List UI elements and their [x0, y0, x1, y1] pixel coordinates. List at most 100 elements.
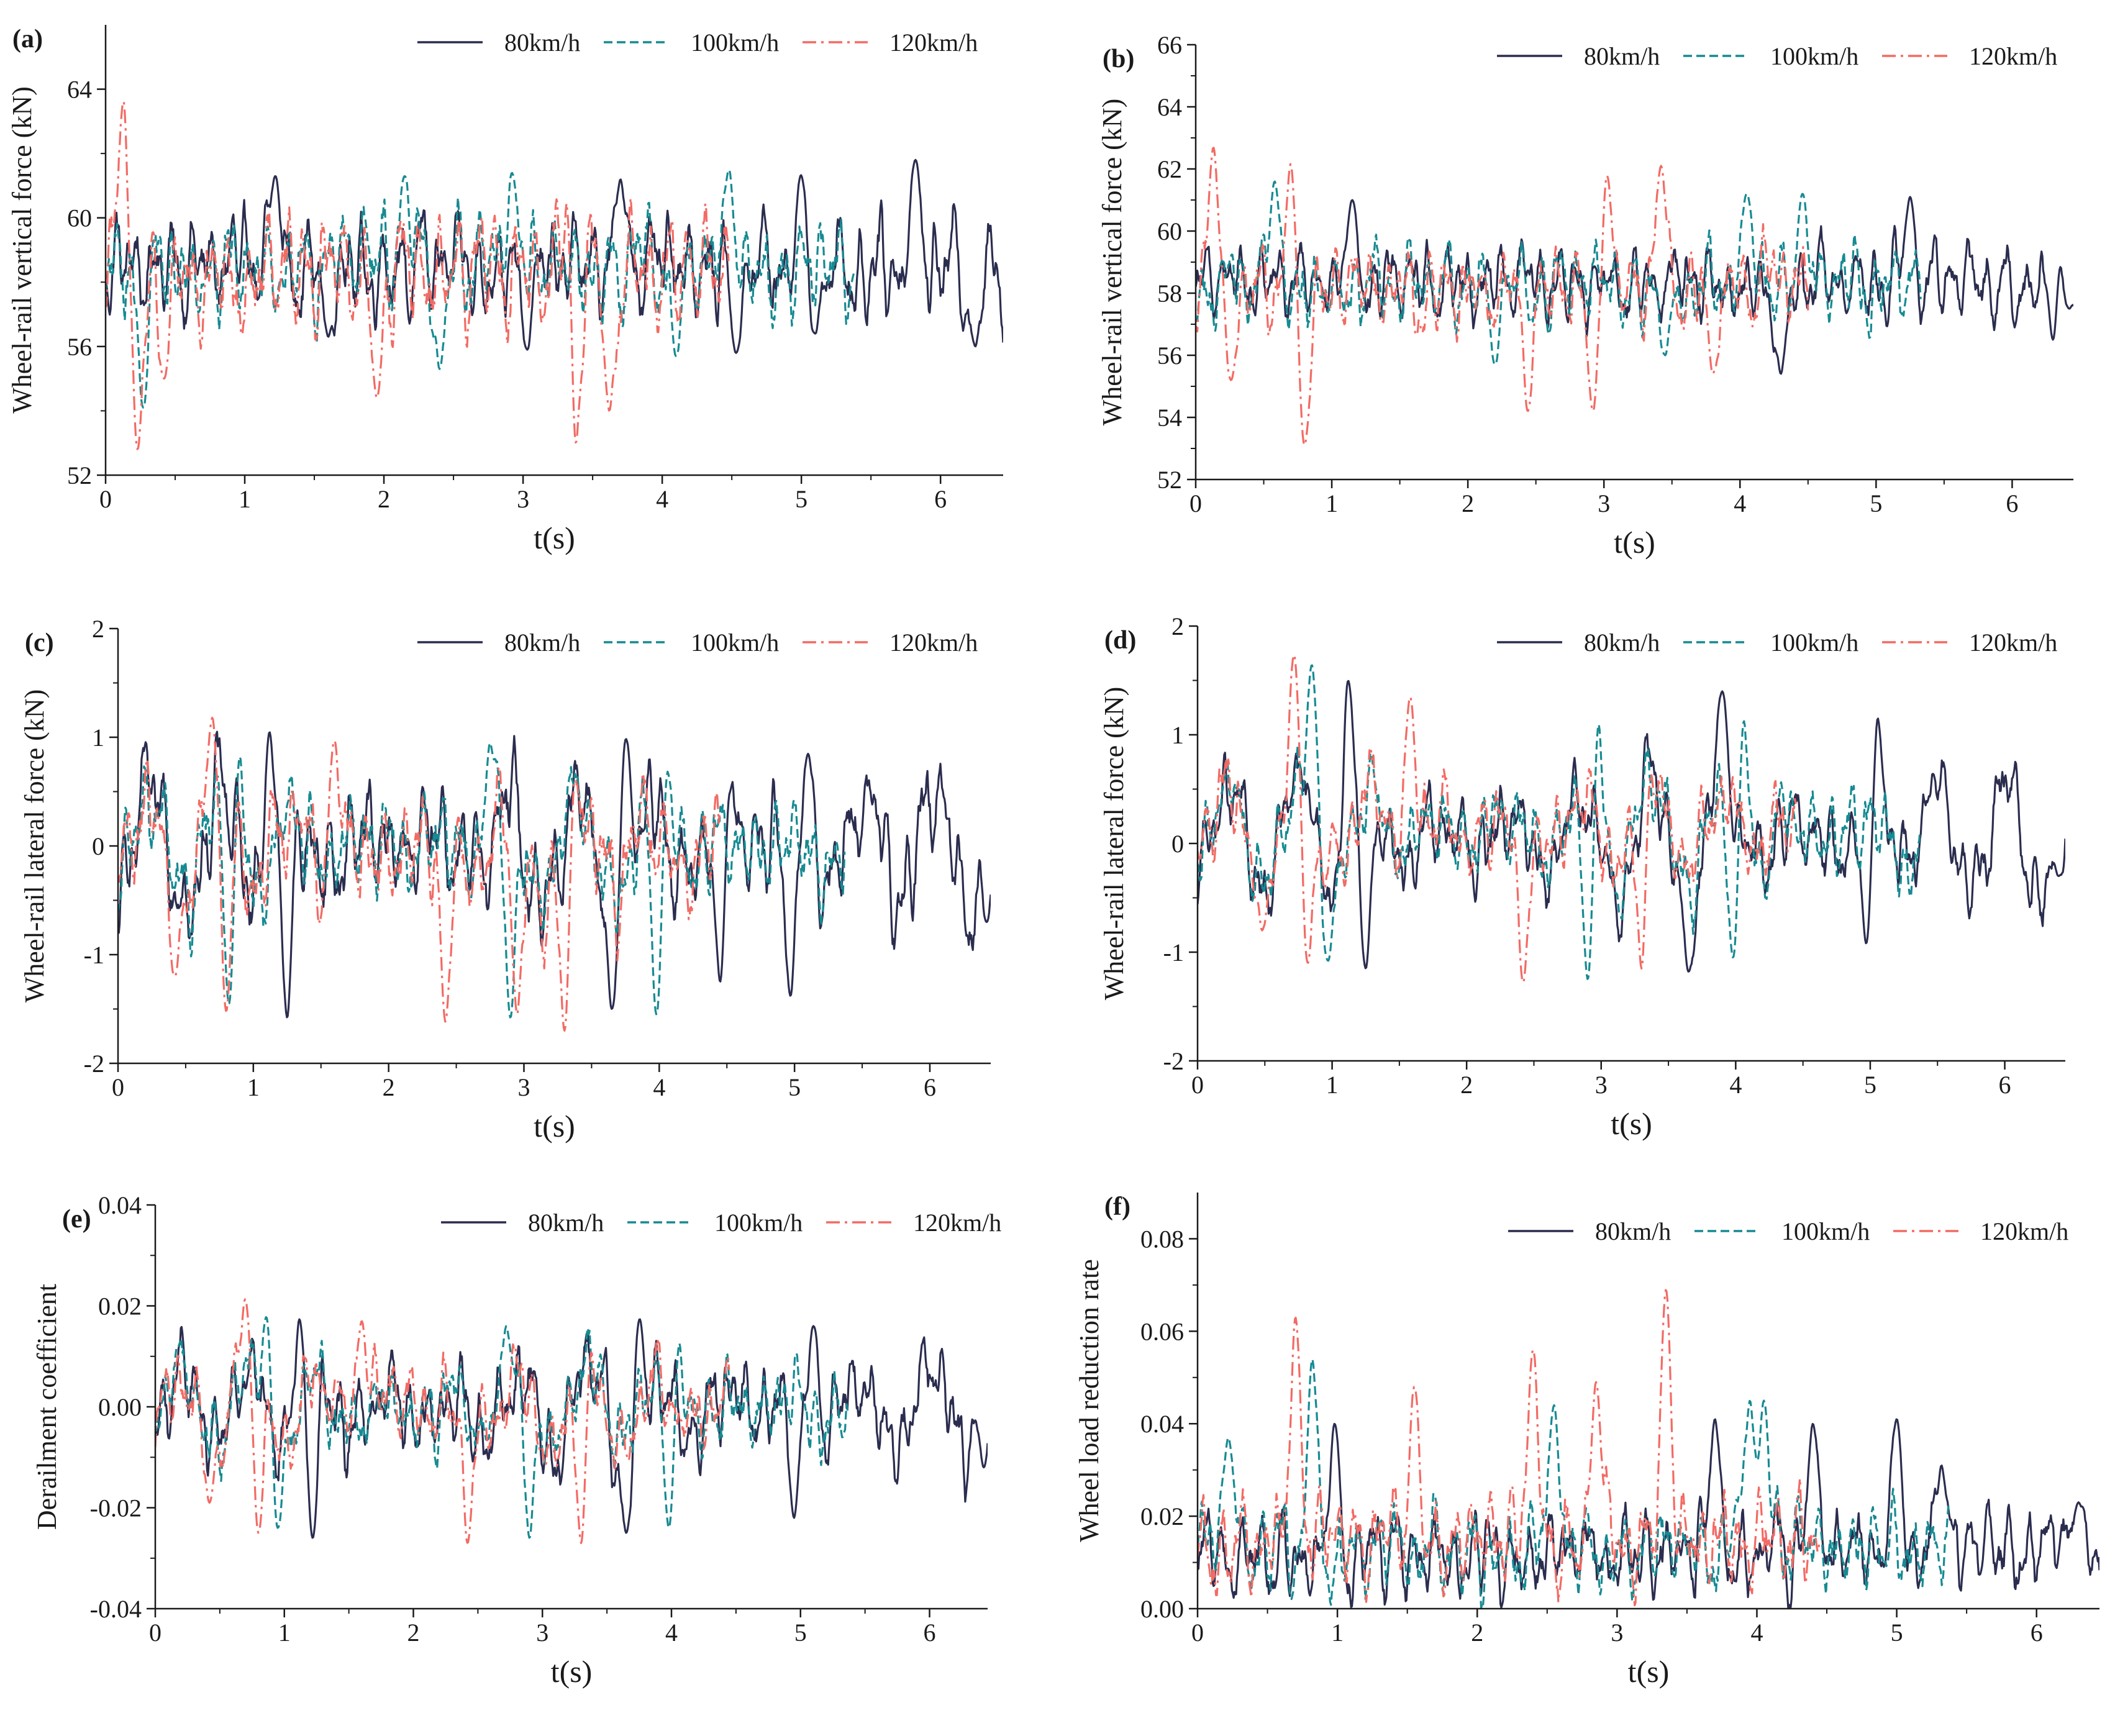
series-line-120km-h — [1198, 1289, 1821, 1607]
y-tick-label: 64 — [1157, 93, 1182, 121]
series-line-100km-h — [106, 168, 855, 409]
y-tick-label: 56 — [67, 333, 92, 361]
legend-label: 80km/h — [1595, 1217, 1671, 1245]
legend: 80km/h 100km/h 120km/h — [1497, 42, 2057, 70]
series-line-80km-h — [1196, 196, 2073, 375]
panel-e: 0 1 2 3 4 5 6 -0.04 -0.02 0.00 0.02 0.04(e) t(s) Dera… — [32, 1191, 1001, 1689]
panel-b: 0 1 2 3 4 5 65254565860626466(b)t(s)Wheel-rail… — [1097, 31, 2073, 560]
x-axis-label: t(s) — [1628, 1654, 1670, 1689]
x-tick-label: 4 — [653, 1073, 665, 1101]
panel-label: (d) — [1104, 626, 1136, 655]
x-tick-label: 3 — [536, 1619, 548, 1647]
legend: 80km/h 100km/h 120km/h — [417, 629, 978, 657]
x-tick-label: 6 — [934, 485, 947, 513]
series-line-80km-h — [1198, 679, 2065, 973]
x-axis-label: t(s) — [551, 1654, 593, 1689]
series-line-120km-h — [106, 100, 730, 450]
series-line-80km-h — [118, 730, 991, 1019]
legend-label: 120km/h — [889, 629, 978, 657]
panel-label: (a) — [12, 25, 43, 53]
x-tick-label: 2 — [407, 1619, 420, 1647]
legend-label: 100km/h — [714, 1209, 803, 1237]
x-tick-label: 4 — [656, 485, 668, 513]
series-line-80km-h — [155, 1318, 988, 1539]
y-tick-label: 0.04 — [98, 1191, 142, 1219]
legend-label: 80km/h — [1584, 629, 1660, 657]
y-tick-label: 2 — [1171, 612, 1184, 640]
panel-label: (e) — [62, 1205, 91, 1234]
y-tick-label: 64 — [67, 76, 92, 104]
legend-label: 100km/h — [1770, 629, 1858, 657]
panel-label: (c) — [25, 629, 54, 657]
x-tick-label: 3 — [517, 1073, 530, 1101]
panel-c: 0 1 2 3 4 5 6 -2 -1 0 1 2 (c) t(s) Wheel-rail lateral … — [19, 615, 991, 1143]
y-tick-label: -1 — [84, 941, 104, 969]
x-tick-label: 1 — [247, 1073, 260, 1101]
x-tick-label: 0 — [112, 1073, 124, 1101]
y-tick-label: 52 — [1157, 466, 1182, 494]
x-tick-label: 1 — [1331, 1619, 1344, 1647]
x-tick-label: 2 — [1462, 489, 1474, 517]
x-tick-label: 5 — [1870, 489, 1882, 517]
y-tick-label: 0.02 — [1140, 1502, 1184, 1530]
x-tick-label: 1 — [1326, 489, 1338, 517]
x-tick-label: 4 — [1729, 1071, 1742, 1099]
x-tick-label: 3 — [517, 485, 529, 513]
legend-label: 100km/h — [691, 29, 779, 57]
y-tick-label: 0 — [92, 832, 104, 860]
y-tick-label: 0.00 — [1140, 1595, 1184, 1623]
x-tick-label: 6 — [924, 1073, 936, 1101]
x-tick-label: 6 — [924, 1619, 936, 1647]
x-tick-label: 0 — [1189, 489, 1202, 517]
y-tick-label: -0.04 — [90, 1595, 142, 1623]
y-tick-label: 0.00 — [98, 1393, 142, 1421]
series-line-120km-h — [118, 717, 721, 1032]
y-tick-label: 0.06 — [1140, 1317, 1184, 1345]
x-tick-label: 6 — [2031, 1619, 2043, 1647]
x-tick-label: 0 — [149, 1619, 161, 1647]
x-tick-label: 5 — [795, 485, 807, 513]
legend-label: 120km/h — [1969, 629, 2057, 657]
y-tick-label: 66 — [1157, 31, 1182, 59]
series-line-100km-h — [1198, 1358, 1950, 1609]
panel-label: (f) — [1104, 1193, 1130, 1221]
series-line-120km-h — [155, 1298, 730, 1544]
series-line-120km-h — [1196, 147, 1809, 447]
legend-label: 80km/h — [1584, 42, 1660, 70]
x-tick-label: 3 — [1598, 489, 1610, 517]
y-tick-label: 2 — [92, 615, 104, 643]
series-line-100km-h — [1198, 664, 1921, 980]
x-axis-label: t(s) — [1611, 1106, 1652, 1141]
y-tick-label: 0.02 — [98, 1293, 142, 1320]
y-tick-label: 0.08 — [1140, 1225, 1184, 1253]
panel-label: (b) — [1103, 45, 1134, 73]
legend-label: 120km/h — [1969, 42, 2057, 70]
x-tick-label: 5 — [794, 1619, 807, 1647]
x-tick-label: 0 — [1191, 1619, 1204, 1647]
y-axis-label: Wheel-rail vertical force (kN) — [1097, 99, 1127, 425]
y-axis-label: Wheel-rail lateral force (kN) — [19, 689, 50, 1002]
y-tick-label: 0.04 — [1140, 1410, 1184, 1438]
x-tick-label: 5 — [1891, 1619, 1903, 1647]
y-axis-label: Derailment coefficient — [32, 1284, 62, 1530]
legend-label: 80km/h — [504, 29, 580, 57]
x-tick-label: 3 — [1595, 1071, 1608, 1099]
series-line-80km-h — [1198, 1418, 2099, 1609]
series-line-100km-h — [118, 742, 846, 1019]
x-tick-label: 6 — [2006, 489, 2018, 517]
x-tick-label: 5 — [1864, 1071, 1876, 1099]
x-tick-label: 1 — [239, 485, 251, 513]
x-axis-label: t(s) — [534, 520, 575, 555]
x-tick-label: 0 — [1191, 1071, 1204, 1099]
legend-label: 120km/h — [913, 1209, 1001, 1237]
y-tick-label: 52 — [67, 461, 92, 489]
y-axis-label: Wheel load reduction rate — [1074, 1259, 1104, 1542]
y-tick-label: 56 — [1157, 342, 1182, 370]
y-tick-label: 58 — [1157, 279, 1182, 307]
y-tick-label: 62 — [1157, 155, 1182, 183]
y-tick-label: -2 — [1163, 1047, 1184, 1075]
x-axis-label: t(s) — [1614, 525, 1655, 560]
y-tick-label: -2 — [84, 1050, 104, 1078]
panel-d: 0 1 2 3 4 5 6 -2 -1 0 1 2 (d) t(s) Wheel-rail lateral … — [1099, 612, 2065, 1141]
